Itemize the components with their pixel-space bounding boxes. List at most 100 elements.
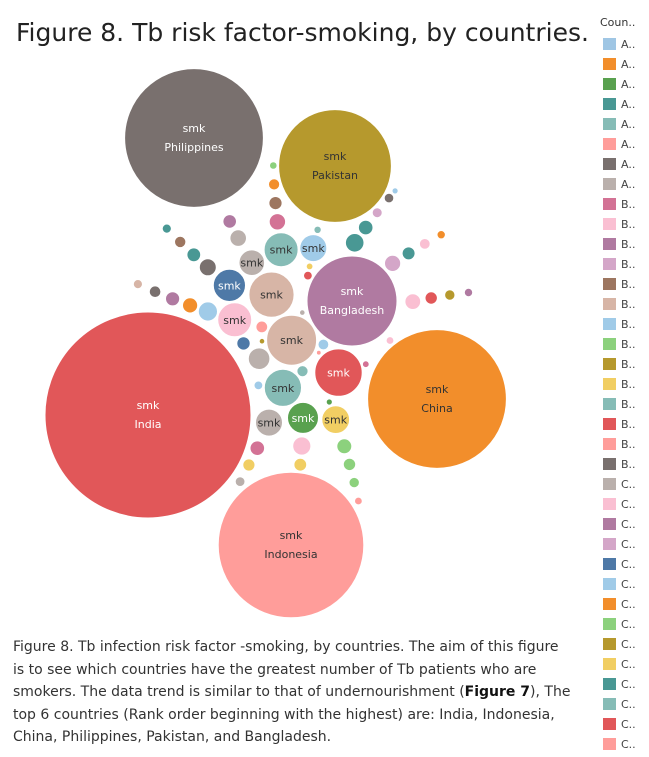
bubble-circle[interactable] [269,161,278,170]
bubble[interactable] [317,338,330,351]
bubble-circle[interactable] [418,238,431,250]
bubble-circle[interactable] [234,476,246,488]
legend-item[interactable]: B.. [600,274,649,294]
bubble[interactable] [348,476,360,489]
bubble-circle[interactable] [217,471,365,619]
bubble[interactable] [293,457,308,472]
bubble-circle[interactable] [391,187,399,195]
legend-item[interactable]: C.. [600,614,649,634]
bubble-circle[interactable] [325,398,333,406]
bubble-circle[interactable] [258,337,266,345]
bubble-circle[interactable] [371,207,383,219]
legend-item[interactable]: B.. [600,394,649,414]
bubble[interactable] [222,214,237,229]
bubble-circle[interactable] [124,68,264,208]
bubble[interactable] [384,254,402,272]
bubble[interactable] [342,457,357,472]
bubble[interactable] [404,293,422,311]
bubble-circle[interactable] [336,438,353,455]
bubble-circle[interactable] [174,235,187,249]
bubble-circle[interactable] [268,213,287,231]
bubble-circle[interactable] [186,247,202,263]
bubble[interactable]: smk Bangladesh [306,255,398,347]
bubble-circle[interactable] [182,297,199,314]
legend-item[interactable]: A.. [600,54,649,74]
legend-item[interactable]: B.. [600,214,649,234]
bubble-circle[interactable] [229,229,247,247]
legend-item[interactable]: B.. [600,294,649,314]
bubble[interactable] [198,258,217,277]
bubble[interactable]: smk Pakistan [278,109,392,223]
bubble[interactable]: smk [287,401,319,434]
bubble[interactable] [463,287,474,298]
legend-item[interactable]: B.. [600,234,649,254]
bubble-circle[interactable] [361,360,370,369]
legend-item[interactable]: B.. [600,454,649,474]
bubble[interactable] [242,458,256,472]
legend-item[interactable]: C.. [600,674,649,694]
legend-item[interactable]: C.. [600,554,649,574]
bubble[interactable] [255,320,269,334]
bubble-circle[interactable] [44,311,252,519]
bubble-circle[interactable] [165,291,181,307]
bubble-circle[interactable] [424,291,438,305]
bubble[interactable] [303,270,313,281]
bubble-circle[interactable] [263,232,299,268]
bubble[interactable]: smk China [367,329,507,469]
legend-item[interactable]: B.. [600,374,649,394]
bubble[interactable] [424,291,438,305]
bubble[interactable] [268,213,287,231]
bubble[interactable] [234,476,246,488]
bubble-circle[interactable] [197,301,218,322]
bubble-circle[interactable] [436,230,446,240]
bubble-circle[interactable] [299,309,306,316]
bubble-circle[interactable] [268,178,281,191]
bubble-circle[interactable] [148,285,162,299]
bubble-circle[interactable] [306,255,398,347]
bubble-circle[interactable] [314,348,363,397]
bubble[interactable]: smk [266,314,318,366]
bubble[interactable] [313,225,322,235]
bubble-circle[interactable] [293,457,308,472]
bubble-circle[interactable] [247,347,271,371]
bubble[interactable] [325,398,333,406]
bubble[interactable]: smk [321,405,351,435]
bubble-circle[interactable] [344,233,365,253]
bubble-circle[interactable] [305,262,314,271]
bubble-circle[interactable] [242,458,256,472]
bubble[interactable]: smk India [44,311,252,519]
bubble[interactable] [186,247,202,263]
bubble-circle[interactable] [367,329,507,469]
legend-item[interactable]: C.. [600,594,649,614]
bubble-circle[interactable] [249,440,266,457]
bubble[interactable]: smk Philippines [124,68,264,208]
bubble[interactable] [292,436,312,456]
bubble[interactable] [253,380,264,391]
bubble-circle[interactable] [278,109,392,223]
bubble[interactable]: smk [263,368,302,407]
bubble[interactable]: smk [248,271,295,318]
bubble-circle[interactable] [444,289,456,301]
bubble[interactable] [418,238,431,250]
bubble[interactable] [236,336,251,351]
legend-item[interactable]: C.. [600,474,649,494]
legend-item[interactable]: A.. [600,114,649,134]
bubble[interactable] [258,337,266,345]
bubble[interactable]: smk [217,302,253,338]
bubble[interactable] [161,223,172,234]
bubble[interactable] [383,192,395,204]
legend-item[interactable]: C.. [600,694,649,714]
legend-item[interactable]: B.. [600,434,649,454]
legend-item[interactable]: B.. [600,414,649,434]
bubble[interactable] [197,301,218,322]
bubble-circle[interactable] [198,258,217,277]
bubble[interactable] [391,187,399,195]
bubble-circle[interactable] [354,496,363,506]
caption-figure-ref[interactable]: Figure 7 [464,684,531,700]
bubble[interactable] [165,291,181,307]
bubble[interactable]: smk [255,408,283,437]
legend-item[interactable]: B.. [600,354,649,374]
bubble-circle[interactable] [303,270,313,281]
bubble-circle[interactable] [357,219,374,236]
bubble-circle[interactable] [255,408,283,437]
